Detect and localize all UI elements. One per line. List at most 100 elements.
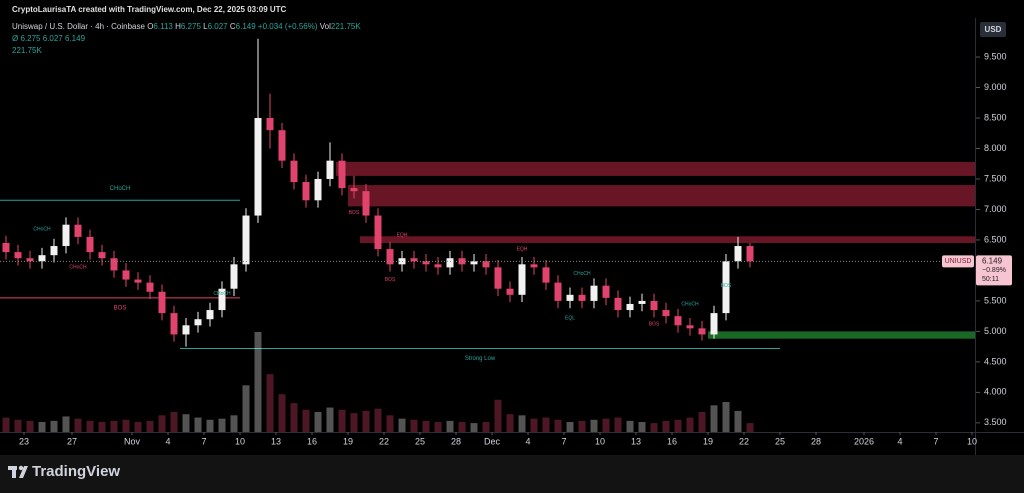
indicator-symbol: Ø: [12, 34, 19, 43]
candle-body: [446, 258, 454, 268]
annotation: BOS: [349, 210, 360, 216]
candle-body: [74, 224, 82, 237]
x-tick-label: 13: [631, 436, 641, 446]
x-tick-label: 23: [19, 436, 29, 446]
currency: USD: [985, 25, 1002, 34]
candle-body: [326, 160, 334, 179]
x-tick-label: 7: [201, 436, 206, 446]
volume-bar: [338, 409, 346, 432]
annotation: CHoCH: [573, 271, 591, 277]
ohlc-label: C: [229, 22, 236, 31]
annotation: BOS: [649, 321, 660, 327]
candle-body: [194, 319, 202, 326]
candle-body: [602, 285, 610, 298]
volume-bar: [122, 419, 130, 432]
candle-body: [98, 252, 106, 259]
ohlc-value: 6.027: [207, 22, 228, 31]
annotation: EQH: [397, 232, 408, 238]
structure-label: BOS: [114, 305, 127, 311]
volume-bar: [446, 420, 454, 432]
candle-body: [14, 252, 22, 259]
x-tick-label: 13: [271, 436, 281, 446]
y-tick-label: 5.000: [984, 326, 1007, 336]
volume-bar: [146, 420, 154, 432]
currency-box[interactable]: [980, 22, 1006, 37]
candle-body: [698, 328, 706, 335]
indicator-value: 6.027: [42, 34, 63, 43]
ohlc: O6.113 H6.275 L6.027 C6.149: [147, 22, 258, 31]
candle-body: [578, 294, 586, 301]
x-tick-label: 16: [667, 436, 677, 446]
x-tick-label: Dec: [484, 436, 501, 446]
volume-bar: [710, 405, 718, 432]
y-tick-label: 6.500: [984, 234, 1007, 244]
x-tick-label: 19: [703, 436, 713, 446]
volume-bar: [518, 415, 526, 432]
x-tick-label: 28: [811, 436, 821, 446]
volume-bar: [98, 422, 106, 432]
candle-body: [662, 310, 670, 317]
candle-body: [566, 294, 574, 301]
x-tick-label: Nov: [124, 436, 141, 446]
zone: [348, 185, 975, 207]
volume-bar: [566, 422, 574, 432]
volume-bar: [50, 420, 58, 432]
volume-bar: [722, 402, 730, 432]
volume-bar: [602, 418, 610, 432]
candle-body: [530, 264, 538, 268]
candle-body: [242, 215, 250, 265]
x-tick-label: 22: [739, 436, 749, 446]
candle-body: [50, 246, 58, 256]
plot-area: CHoCH BOS Strong Low CHoCH CHoCH CHoCH BOS EQH B…: [0, 38, 975, 432]
volume-bar: [110, 420, 118, 432]
candle-body: [422, 261, 430, 265]
candle-body: [410, 258, 418, 262]
candle-body: [110, 258, 118, 271]
candle-body: [494, 267, 502, 289]
y-tick-label: 9.500: [984, 51, 1007, 61]
x-tick-label: 10: [967, 436, 977, 446]
volume-bar: [530, 418, 538, 432]
volume-bar: [326, 407, 334, 432]
ohlc-value: 6.275: [180, 22, 201, 31]
annotation: CHoCH: [681, 301, 699, 307]
volume-bar: [230, 415, 238, 432]
candle-body: [674, 316, 682, 326]
candle-body: [266, 117, 274, 131]
zone: [708, 331, 975, 339]
x-tick-label: 16: [307, 436, 317, 446]
candle-body: [218, 288, 226, 311]
y-tick-label: 9.000: [984, 82, 1007, 92]
volume-bar: [74, 418, 82, 432]
candle-body: [542, 267, 550, 283]
x-tick-label: 27: [67, 436, 77, 446]
candle-body: [734, 246, 742, 262]
candle-body: [506, 288, 514, 295]
credit: CryptoLaurisaTA created with TradingView…: [12, 5, 287, 14]
volume-line: 221.75K: [12, 46, 42, 55]
brand: TradingView: [32, 463, 120, 480]
volume-bar: [638, 422, 646, 432]
price-tag: [976, 255, 1012, 286]
volume-bar: [194, 417, 202, 432]
y-tick-label: 4.000: [984, 387, 1007, 397]
ohlc-label: O: [147, 22, 154, 31]
volume-bar: [662, 420, 670, 432]
volume-bar: [206, 419, 214, 432]
volume-bar: [314, 412, 322, 432]
volume-bar: [350, 413, 358, 432]
symbol-tag-label: UNIUSD: [945, 258, 972, 265]
symbol: Uniswap / U.S. Dollar · 4h · Coinbase: [12, 22, 145, 31]
y-tick-label: 8.000: [984, 143, 1007, 153]
x-tick-label: 7: [933, 436, 938, 446]
candle-body: [62, 224, 70, 247]
indicator-value: 6.275: [20, 34, 41, 43]
volume-bar: [686, 417, 694, 432]
price-tag-change: −0.89%: [982, 267, 1006, 274]
symbol-row: Uniswap / U.S. Dollar · 4h · Coinbase O6…: [12, 22, 361, 31]
zone: [360, 236, 975, 243]
y-tick-label: 4.500: [984, 356, 1007, 366]
candle-body: [158, 291, 166, 314]
